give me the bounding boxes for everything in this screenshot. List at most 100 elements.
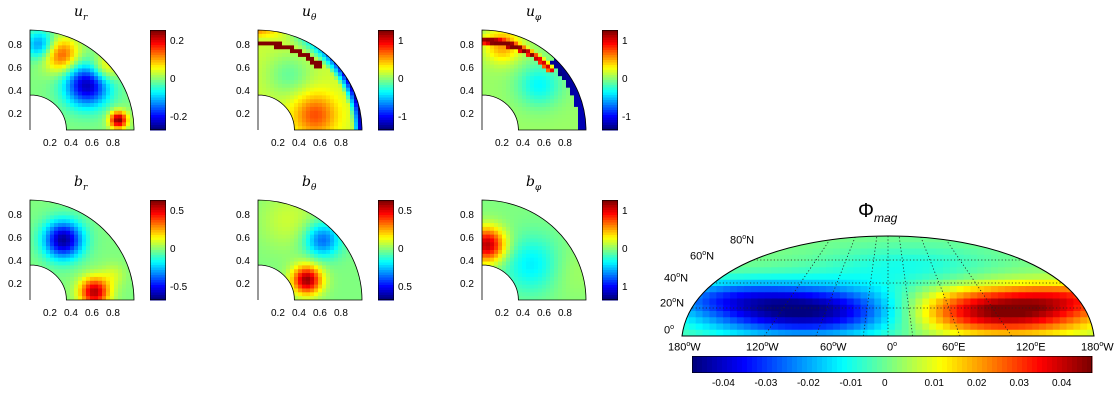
heatmap-cell <box>486 80 491 85</box>
colorbar-step <box>602 277 618 281</box>
heatmap-cell <box>318 83 323 89</box>
heatmap-cell <box>114 280 119 286</box>
heatmap-cell <box>298 103 303 108</box>
map-cell <box>798 279 807 287</box>
heatmap-cell <box>326 91 331 96</box>
heatmap-cell <box>94 250 99 255</box>
heatmap-cell <box>338 126 343 130</box>
heatmap-cell <box>538 246 543 251</box>
heatmap-cell <box>342 76 347 81</box>
heatmap-cell <box>326 72 331 77</box>
heatmap-cell <box>90 250 95 255</box>
heatmap-cell <box>498 72 503 77</box>
heatmap-cell <box>94 122 99 127</box>
heatmap-cell <box>346 80 351 85</box>
heatmap-cell <box>106 80 111 85</box>
map-cell <box>819 273 827 281</box>
map-cell <box>798 311 807 318</box>
heatmap-cell <box>342 246 347 251</box>
map-cell <box>785 311 793 318</box>
map-cell <box>839 254 848 262</box>
heatmap-cell <box>518 91 523 96</box>
heatmap-cell <box>486 49 491 54</box>
heatmap-cell <box>42 30 47 35</box>
heatmap-cell <box>522 280 527 286</box>
heatmap-cell <box>274 64 279 70</box>
heatmap-cell <box>74 230 79 236</box>
panel-title: bφ <box>526 174 541 193</box>
heatmap-cell <box>110 250 115 255</box>
heatmap-cell <box>42 207 47 213</box>
map-cell <box>757 254 765 262</box>
heatmap-cell <box>582 114 586 120</box>
heatmap-cell <box>270 261 275 266</box>
map-cell <box>716 267 724 275</box>
heatmap-cell <box>82 234 87 240</box>
colorbar-step <box>602 260 618 263</box>
map-cell <box>798 329 807 336</box>
heatmap-cell <box>262 200 267 205</box>
heatmap-cell <box>98 246 103 251</box>
heatmap-cell <box>302 226 307 232</box>
heatmap-cell <box>530 41 535 46</box>
heatmap-cell <box>94 238 99 243</box>
y-tick-label: 0.6 <box>8 63 22 74</box>
heatmap-cell <box>554 91 559 96</box>
map-cell <box>846 248 855 256</box>
heatmap-cell <box>538 83 543 89</box>
heatmap-cell <box>494 45 499 50</box>
map-cell <box>798 286 807 293</box>
heatmap-cell <box>34 41 39 46</box>
heatmap-cell <box>350 106 355 112</box>
heatmap-cell <box>322 276 327 282</box>
heatmap-cell <box>298 53 303 58</box>
heatmap-cell <box>482 238 487 243</box>
colorbar-step <box>378 32 394 36</box>
heatmap-cell <box>98 238 103 243</box>
heatmap-cell <box>514 49 519 54</box>
heatmap-cell <box>534 219 539 224</box>
heatmap-cell <box>310 118 315 123</box>
heatmap-cell <box>86 68 91 73</box>
heatmap-cell <box>514 99 519 104</box>
heatmap-cell <box>130 280 134 286</box>
heatmap-cell <box>282 99 287 104</box>
heatmap-cell <box>122 91 127 96</box>
heatmap-cell <box>578 284 583 290</box>
map-cell <box>736 286 745 293</box>
map-cell <box>688 286 697 293</box>
heatmap-cell <box>114 106 119 112</box>
map-cell <box>819 317 827 325</box>
heatmap-cell <box>34 211 39 216</box>
map-cell <box>750 267 759 275</box>
heatmap-cell <box>514 95 519 100</box>
map-cell <box>812 261 820 268</box>
heatmap-cell <box>274 246 279 251</box>
heatmap-cell <box>86 269 91 274</box>
heatmap-cell <box>46 223 51 228</box>
map-cell <box>833 267 841 275</box>
heatmap-cell <box>34 68 39 73</box>
map-cell <box>757 242 765 250</box>
heatmap-cell <box>106 87 111 93</box>
y-tick-label: 0.4 <box>8 256 22 267</box>
map-cell <box>688 323 697 331</box>
colorbar-step <box>150 115 166 118</box>
map-cell <box>901 242 910 250</box>
colorbar-tick-label: 0.5 <box>170 206 184 217</box>
heatmap-cell <box>258 207 263 213</box>
heatmap-cell <box>258 246 263 251</box>
heatmap-cell <box>494 207 499 213</box>
heatmap-cell <box>534 273 539 278</box>
map-cell <box>888 261 896 268</box>
heatmap-cell <box>38 68 43 73</box>
heatmap-cell <box>310 68 315 73</box>
heatmap-cell <box>298 211 303 216</box>
heatmap-cell <box>326 242 331 247</box>
heatmap-cell <box>550 284 555 290</box>
heatmap-cell <box>310 49 315 54</box>
heatmap-cell <box>318 76 323 81</box>
map-cell <box>798 304 807 312</box>
heatmap-cell <box>530 280 535 286</box>
heatmap-cell <box>74 87 79 93</box>
